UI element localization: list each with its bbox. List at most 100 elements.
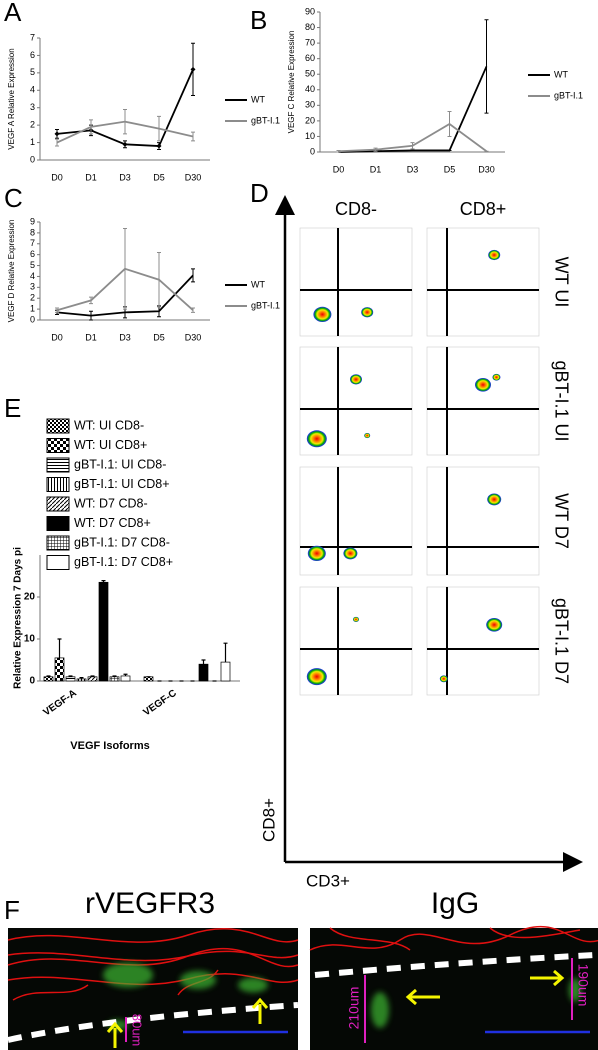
image-title: rVEGFR3 bbox=[85, 887, 215, 920]
legend-swatch bbox=[46, 477, 70, 492]
y-tick-label: 7 bbox=[30, 32, 35, 42]
arrow bbox=[530, 969, 565, 987]
y-tick-label: 80 bbox=[305, 22, 315, 32]
y-tick-label: 10 bbox=[24, 634, 36, 645]
scale-label: 80um bbox=[130, 1014, 145, 1047]
series-line bbox=[56, 69, 194, 147]
cell-population bbox=[307, 545, 326, 562]
legend-label: WT: D7 CD8+ bbox=[74, 516, 151, 530]
arrow bbox=[405, 988, 440, 1006]
y-tick-label: 2 bbox=[30, 293, 35, 303]
image-title: IgG bbox=[431, 887, 479, 920]
marker bbox=[190, 66, 196, 72]
x-tick-label: D3 bbox=[119, 332, 131, 342]
bar bbox=[43, 676, 54, 682]
x-tick-label: D30 bbox=[478, 164, 495, 174]
cell-population bbox=[488, 249, 501, 261]
y-tick-label: 7 bbox=[30, 238, 35, 248]
cell-population bbox=[475, 378, 491, 392]
x-axis-label: VEGF Isoforms bbox=[70, 740, 149, 752]
x-tick-label: D0 bbox=[51, 172, 63, 182]
bar bbox=[120, 675, 131, 682]
legend-label: gBT-I.1 bbox=[251, 300, 280, 310]
marker bbox=[122, 141, 128, 147]
cell-population bbox=[306, 430, 327, 448]
y-tick-label: 0 bbox=[310, 146, 315, 156]
panel-letter: F bbox=[4, 895, 20, 925]
micrograph bbox=[310, 928, 598, 1050]
y-tick-label: 20 bbox=[305, 115, 315, 125]
error-bar bbox=[191, 268, 195, 283]
y-tick-label: 9 bbox=[30, 216, 35, 226]
bar bbox=[143, 676, 154, 682]
bar bbox=[76, 678, 87, 682]
y-tick-label: 70 bbox=[305, 37, 315, 47]
y-axis-label: VEGF C Relative Expression bbox=[287, 31, 296, 134]
y-axis-label: VEGF A Relative Expression bbox=[7, 48, 16, 149]
cell-population bbox=[486, 618, 503, 632]
cell-population bbox=[487, 493, 502, 506]
bar bbox=[87, 676, 98, 682]
legend-swatch bbox=[46, 535, 70, 551]
y-tick-label: 10 bbox=[305, 131, 315, 141]
x-tick-label: D3 bbox=[119, 172, 131, 182]
marker bbox=[54, 131, 60, 137]
flow-plot bbox=[426, 227, 540, 337]
series-line bbox=[56, 120, 194, 144]
marker bbox=[156, 143, 162, 149]
cell-population bbox=[350, 374, 362, 385]
legend-swatch bbox=[46, 457, 70, 473]
panel-letter: C bbox=[4, 183, 23, 213]
y-tick-label: 8 bbox=[30, 227, 35, 237]
staining bbox=[180, 971, 216, 989]
flow-plot bbox=[426, 466, 540, 576]
cell-population bbox=[492, 373, 501, 381]
y-tick-label: 0 bbox=[30, 314, 35, 324]
y-tick-label: 30 bbox=[305, 100, 315, 110]
cell-population bbox=[439, 675, 448, 683]
x-tick-label: D5 bbox=[444, 164, 456, 174]
x-tick-label: D5 bbox=[153, 172, 165, 182]
legend-label: gBT-I.1: D7 CD8+ bbox=[74, 555, 173, 569]
error-bar bbox=[101, 580, 106, 583]
panel-letter: B bbox=[250, 5, 267, 35]
panel-letter: A bbox=[4, 0, 22, 27]
legend-label: WT bbox=[251, 279, 265, 289]
cell-population bbox=[313, 306, 332, 323]
legend-label: WT: UI CD8- bbox=[74, 418, 144, 432]
x-axis-label: CD3+ bbox=[306, 871, 350, 890]
legend-label: gBT-I.1: D7 CD8- bbox=[74, 535, 170, 549]
legend-label: gBT-I.1 bbox=[251, 115, 280, 125]
x-tick-label: VEGF-A bbox=[41, 688, 78, 719]
cell-population bbox=[353, 616, 359, 622]
error-bar bbox=[201, 659, 206, 665]
series-line bbox=[56, 274, 194, 317]
y-tick-label: 6 bbox=[30, 50, 35, 60]
y-tick-label: 1 bbox=[30, 303, 35, 313]
x-tick-label: D5 bbox=[153, 332, 165, 342]
y-tick-label: 0 bbox=[30, 154, 35, 164]
cell-population bbox=[343, 547, 358, 560]
column-label: CD8+ bbox=[460, 199, 507, 219]
y-tick-label: 5 bbox=[30, 260, 35, 270]
y-tick-label: 20 bbox=[24, 592, 36, 603]
y-axis-label: CD8+ bbox=[259, 798, 278, 842]
arrow bbox=[251, 997, 269, 1024]
error-bar bbox=[191, 131, 195, 142]
series-line bbox=[338, 66, 488, 153]
x-tick-label: D30 bbox=[185, 332, 202, 342]
legend-swatch bbox=[46, 555, 70, 570]
row-label: WT D7 bbox=[551, 493, 571, 549]
y-tick-label: 5 bbox=[30, 67, 35, 77]
error-bar bbox=[90, 675, 95, 677]
series-line bbox=[56, 267, 194, 312]
y-tick-label: 60 bbox=[305, 53, 315, 63]
legend-label: WT: UI CD8+ bbox=[74, 438, 147, 452]
y-axis-label: Relative Expression 7 Days pi bbox=[13, 547, 24, 689]
vessel bbox=[7, 947, 299, 968]
bar bbox=[98, 581, 109, 682]
cell-population bbox=[306, 668, 327, 686]
legend-label: gBT-I.1: UI CD8+ bbox=[74, 477, 170, 491]
legend-swatch bbox=[46, 496, 70, 512]
error-bar bbox=[46, 675, 51, 677]
